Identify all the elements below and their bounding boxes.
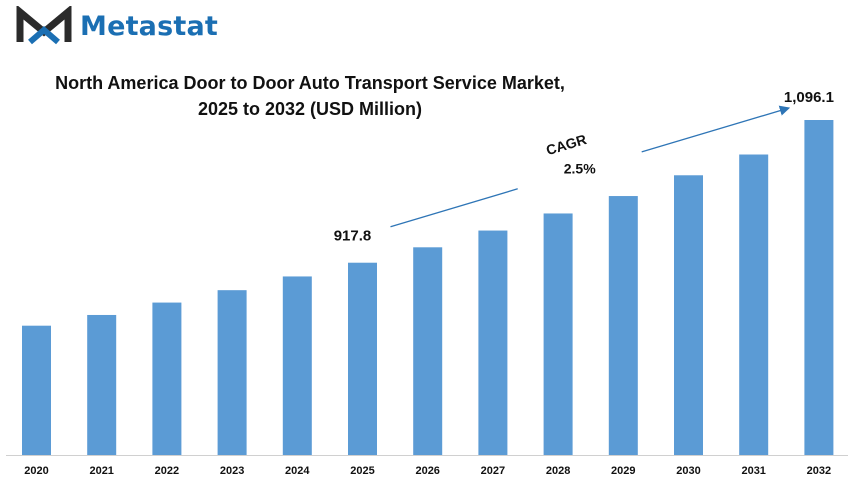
bar-2028 [543,213,573,455]
brand-name: Metastat [80,10,219,42]
bar-2023 [217,290,247,455]
metastat-logo-icon [16,6,72,45]
bar-2022 [152,302,182,455]
bar-2029 [608,196,638,456]
x-tick-2029: 2029 [611,465,635,477]
bar-2025 [348,262,377,455]
cagr-arrow-head [641,105,791,153]
brand-logo: Metastat [14,6,218,46]
x-tick-2031: 2031 [741,465,765,477]
chart-title-line-1: North America Door to Door Auto Transpor… [55,73,565,93]
bar-2024 [282,276,312,455]
bar-2026 [413,247,443,455]
x-tick-2032: 2032 [807,465,831,477]
bar-2020 [22,325,51,455]
x-tick-2021: 2021 [89,465,113,477]
x-tick-2030: 2030 [676,465,700,477]
bar-2027 [478,230,508,455]
bar-2032 [804,120,834,455]
cagr-value: 2.5% [564,160,596,176]
bar-2031 [739,154,769,455]
x-tick-2022: 2022 [155,465,179,477]
cagr-label: CAGR [544,131,588,158]
data-label-2025: 917.8 [334,228,372,245]
x-tick-2024: 2024 [285,465,310,477]
chart-title: North America Door to Door Auto Transpor… [20,70,600,122]
x-tick-2025: 2025 [350,465,374,477]
x-tick-2023: 2023 [220,465,244,477]
x-tick-2028: 2028 [546,465,570,477]
cagr-arrow-tail [390,188,518,228]
x-tick-2026: 2026 [415,465,439,477]
chart-title-line-2: 2025 to 2032 (USD Million) [197,99,423,119]
bar-2021 [87,314,117,455]
data-label-2032: 1,096.1 [784,89,834,106]
bar-2030 [674,175,703,455]
x-tick-2027: 2027 [481,465,505,477]
x-tick-2020: 2020 [24,465,48,477]
